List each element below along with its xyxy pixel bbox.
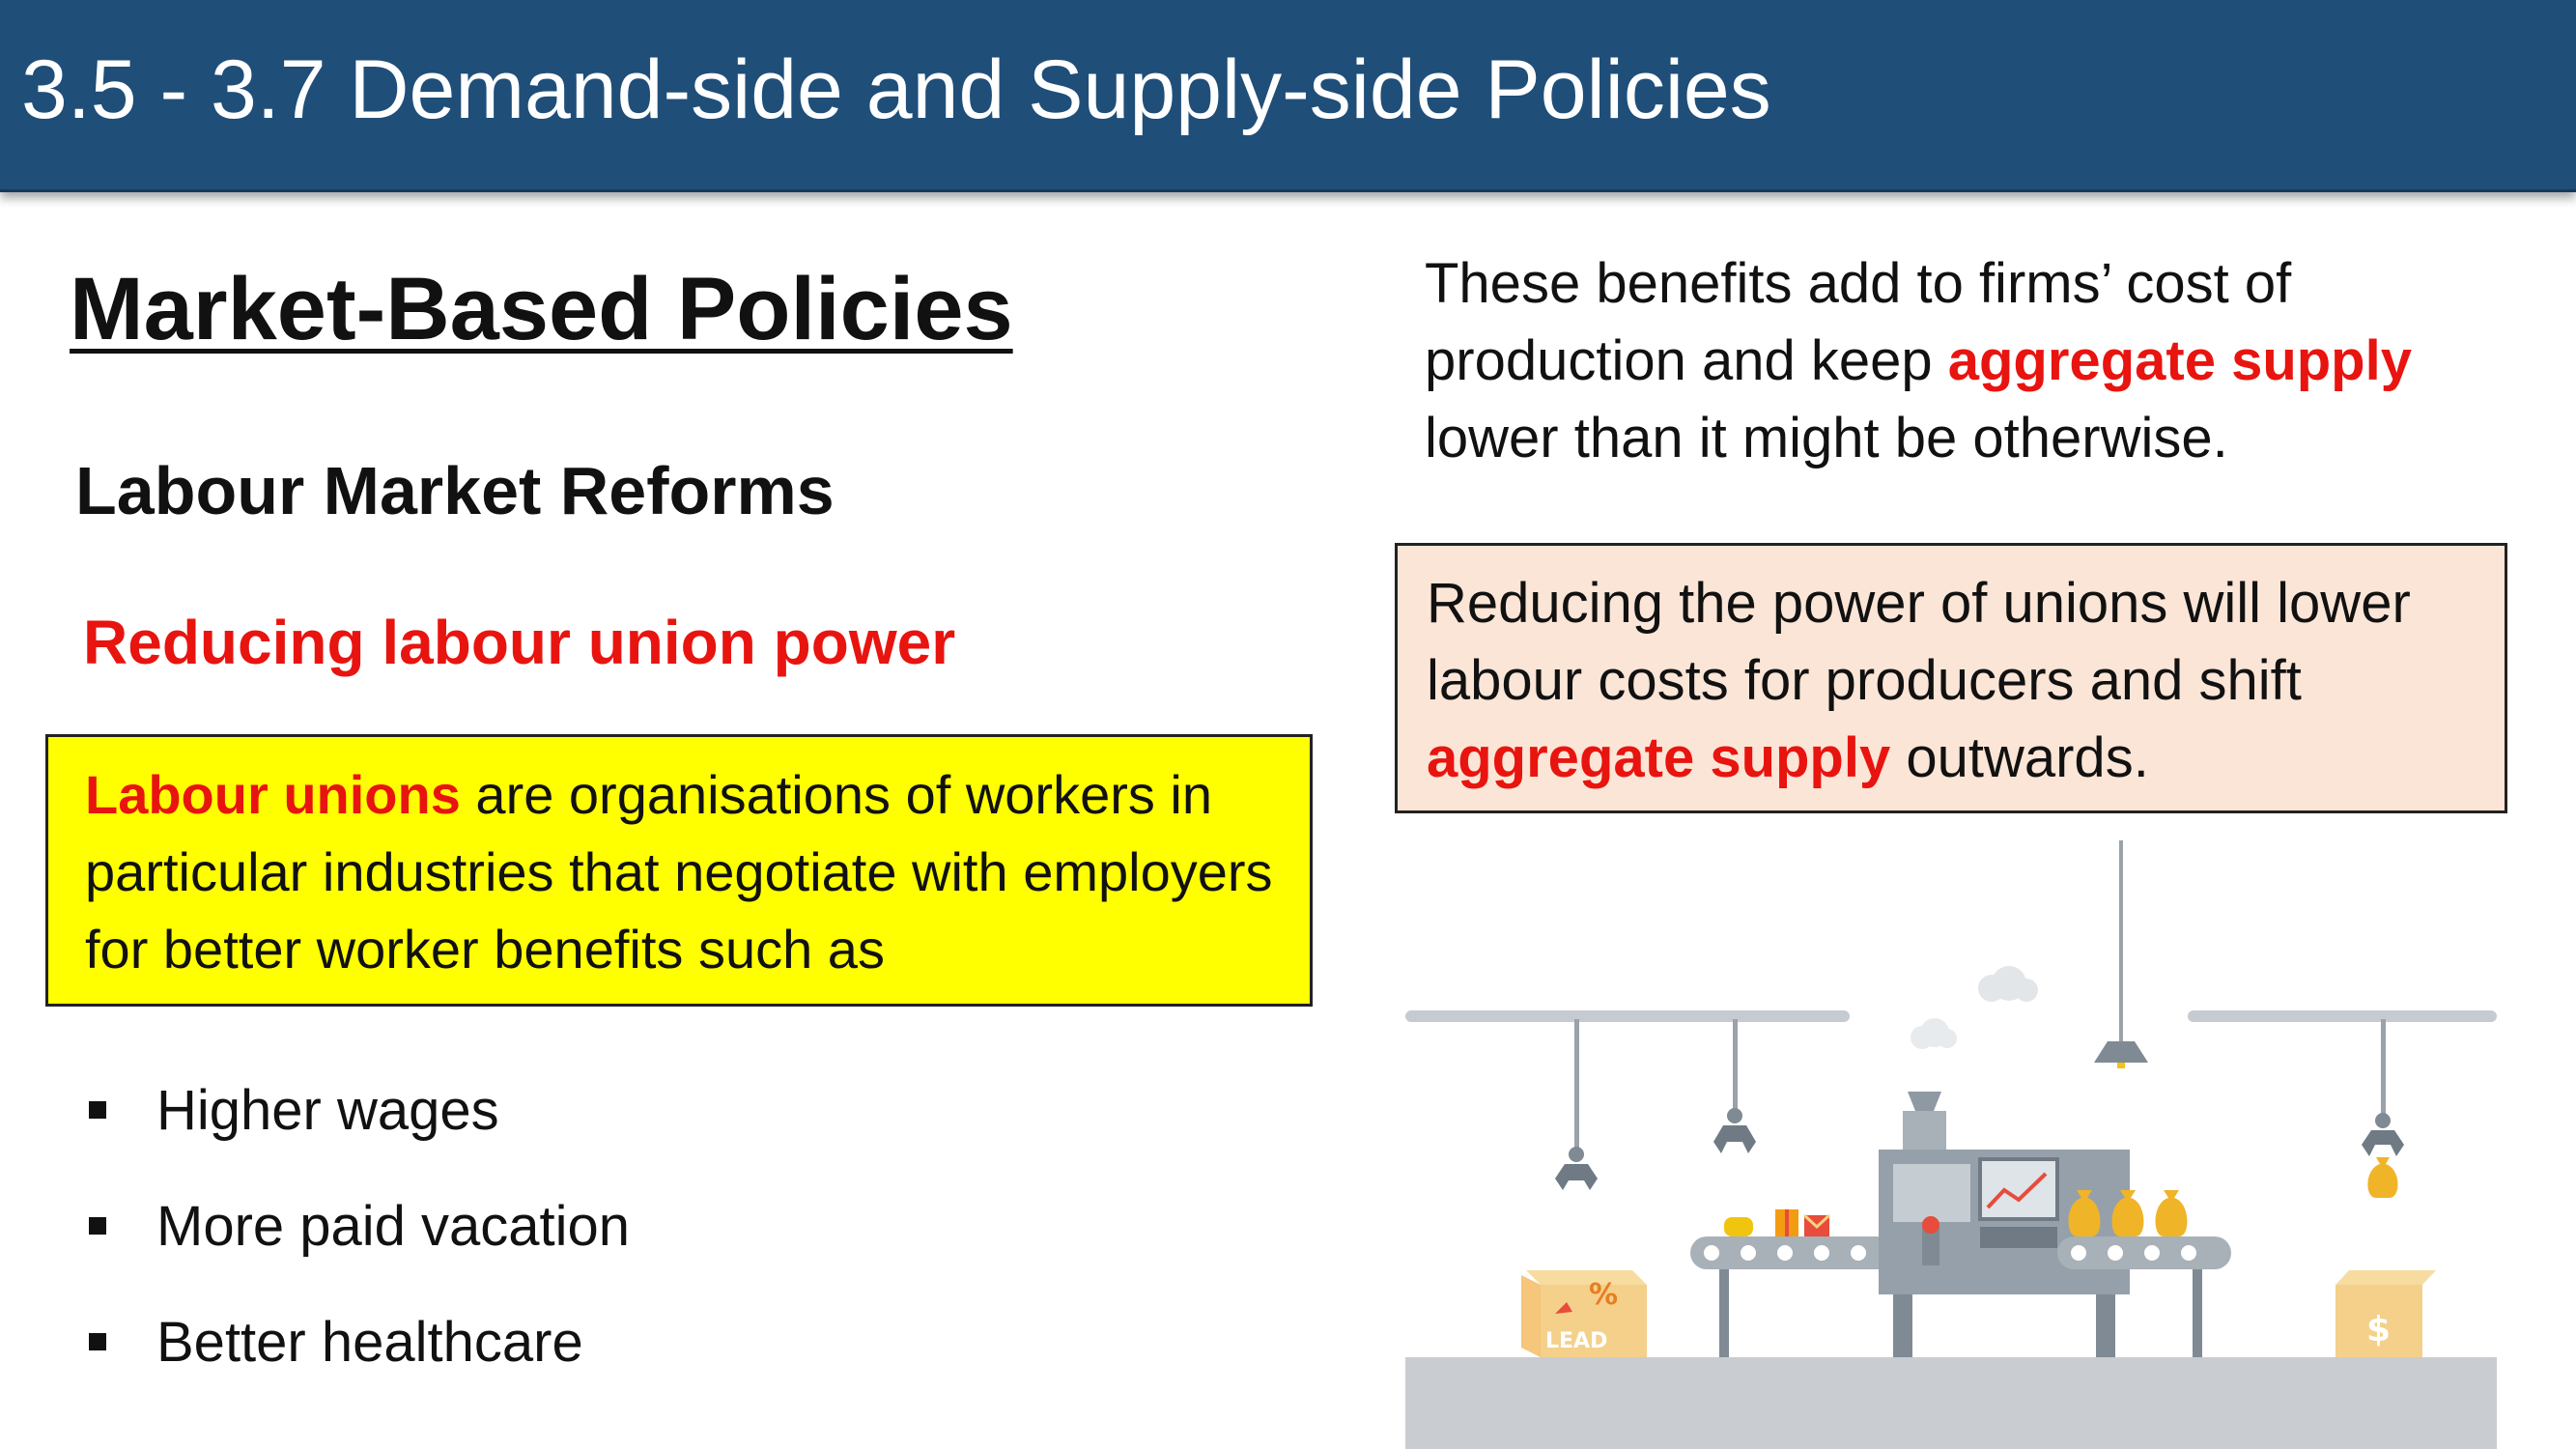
lead-box-icon: LEAD %	[1521, 1270, 1647, 1357]
callout-text: Reducing the power of unions will lower …	[1427, 572, 2411, 712]
rail-left	[1405, 1010, 1850, 1022]
benefit-list: Higher wages More paid vacation Better h…	[83, 1072, 630, 1420]
conveyor-belt-right	[2057, 1236, 2231, 1357]
slide-title: 3.5 - 3.7 Demand-side and Supply-side Po…	[21, 43, 1771, 136]
list-item: Better healthcare	[83, 1304, 630, 1420]
cloud-icon	[1911, 1018, 1957, 1049]
cloud-icon	[1978, 966, 2038, 1002]
definition-text: are organisations of workers in particul…	[85, 764, 1273, 980]
gift-icon	[1724, 1209, 1831, 1236]
paragraph-text: These benefits add to firms’ cost of pro…	[1425, 252, 2292, 392]
bullet-square-icon	[89, 1217, 106, 1235]
money-bag-icon	[2068, 1190, 2188, 1236]
percent-sign: %	[1589, 1278, 1618, 1312]
robot-claw-icon	[2362, 1019, 2404, 1198]
list-item: More paid vacation	[83, 1188, 630, 1304]
list-item-label: More paid vacation	[156, 1195, 631, 1258]
floor-strip	[1405, 1357, 2497, 1449]
box-label: LEAD	[1545, 1329, 1607, 1353]
subtitle: Labour Market Reforms	[75, 453, 835, 528]
definition-box: Labour unions are organisations of worke…	[45, 734, 1313, 1007]
explanation-paragraph: These benefits add to firms’ cost of pro…	[1425, 245, 2555, 477]
list-item: Higher wages	[83, 1072, 630, 1188]
dollar-sign: $	[2366, 1310, 2391, 1350]
section-title: Market-Based Policies	[70, 260, 1013, 358]
conveyor-belt-left	[1690, 1236, 1893, 1357]
lamp-icon	[2094, 840, 2148, 1068]
robot-claw-icon	[1555, 1019, 1598, 1190]
dollar-box-icon: $	[2335, 1270, 2436, 1357]
topic-heading: Reducing labour union power	[83, 608, 956, 677]
highlight-term: aggregate supply	[1427, 726, 1891, 789]
rail-right	[2188, 1010, 2497, 1022]
callout-text: outwards.	[1890, 726, 2149, 789]
paragraph-text: lower than it might be otherwise.	[1425, 407, 2228, 469]
robot-claw-icon	[1713, 1019, 1756, 1153]
definition-term: Labour unions	[85, 764, 461, 825]
callout-box: Reducing the power of unions will lower …	[1395, 543, 2507, 813]
highlight-term: aggregate supply	[1947, 329, 2412, 392]
title-bar: 3.5 - 3.7 Demand-side and Supply-side Po…	[0, 0, 2576, 192]
bullet-square-icon	[89, 1333, 106, 1350]
factory-illustration: LEAD %	[1405, 840, 2497, 1449]
list-item-label: Better healthcare	[156, 1311, 583, 1374]
list-item-label: Higher wages	[156, 1079, 499, 1142]
bullet-square-icon	[89, 1101, 106, 1119]
